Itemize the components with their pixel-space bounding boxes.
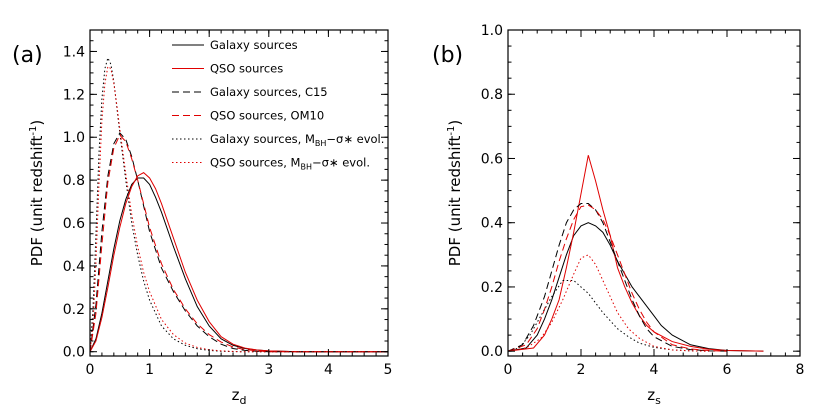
y-axis-title-main: PDF (unit redshift	[28, 135, 46, 266]
y-tick-label: 0.4	[481, 216, 503, 232]
legend-label-1: QSO sources	[210, 62, 283, 76]
chart-panel-b: 0 2 4 6 8 0.0 0.2 0.4 0.6 0.8 1.0 zs PDF (unit redsh…	[432, 23, 804, 407]
x-tick-label: 4	[324, 362, 333, 378]
y-tick-label: 0.0	[63, 345, 85, 361]
series-line-0	[90, 177, 388, 353]
x-tick-label: 0	[86, 362, 95, 378]
x-tick-label: 6	[723, 362, 732, 378]
x-tick-label: 4	[650, 362, 659, 378]
series-line-2	[508, 202, 728, 352]
legend-label-main: QSO sources	[210, 62, 283, 76]
series-group	[508, 155, 764, 352]
panel-label: (b)	[432, 43, 463, 68]
legend-label-sub: BH	[300, 163, 312, 172]
series-line-3	[90, 134, 388, 353]
x-axis-title-main: z	[647, 386, 655, 404]
x-tick-label: 2	[577, 362, 586, 378]
panel-label: (a)	[12, 43, 43, 68]
series-line-1	[508, 155, 764, 352]
legend-label-main: Galaxy sources, C15	[210, 85, 328, 99]
y-tick-label: 0.0	[481, 344, 503, 360]
legend: Galaxy sources QSO sources Galaxy sources,…	[172, 38, 384, 172]
series-line-5	[90, 65, 388, 353]
legend-label-0: Galaxy sources	[210, 38, 298, 52]
y-axis-title-sup: -1	[446, 126, 457, 136]
series-line-5	[508, 254, 709, 352]
y-tick-label: 0.2	[63, 302, 85, 318]
legend-label-5: QSO sources, MBH−σ∗ evol.	[210, 156, 370, 172]
y-tick-label: 0.2	[481, 280, 503, 296]
plot-frame	[507, 29, 801, 357]
legend-label-tail: −σ∗ evol.	[326, 132, 384, 146]
x-tick-label: 0	[504, 362, 513, 378]
x-axis-title-sub: d	[239, 394, 246, 407]
y-tick-label: 1.0	[63, 130, 85, 146]
y-tick-label: 0.8	[481, 87, 503, 103]
plot-frame	[89, 29, 389, 357]
x-axis-title: zd	[232, 386, 247, 407]
series-group	[90, 56, 388, 353]
y-axis-title-tail: )	[28, 120, 46, 126]
x-tick-label: 3	[264, 362, 273, 378]
y-tick-label: 0.4	[63, 259, 85, 275]
y-tick-label: 0.8	[63, 173, 85, 189]
x-axis-title: zs	[647, 386, 661, 407]
y-axis-title-main: PDF (unit redshift	[446, 135, 464, 266]
x-tick-label: 5	[384, 362, 393, 378]
x-axis-title-main: z	[232, 386, 240, 404]
chart-panel-a: 0 1 2 3 4 5 0.0 0.2 0.4 0.6 0.8 1.0 1.2 1.4 zd PDF (uni…	[12, 29, 393, 407]
series-line-0	[508, 222, 764, 352]
legend-label-3: QSO sources, OM10	[210, 109, 324, 123]
y-tick-label: 1.4	[63, 44, 85, 60]
y-axis-title-sup: -1	[28, 126, 39, 136]
y-tick-label: 1.2	[63, 87, 85, 103]
x-tick-label: 2	[205, 362, 214, 378]
legend-label-2: Galaxy sources, C15	[210, 85, 328, 99]
legend-label-main: QSO sources, OM10	[210, 109, 324, 123]
legend-label-sub: BH	[315, 139, 327, 148]
x-axis-title-sub: s	[655, 394, 661, 407]
series-line-4	[90, 56, 388, 353]
legend-label-main: Galaxy sources	[210, 38, 298, 52]
legend-label-main: Galaxy sources, M	[210, 132, 315, 146]
y-axis-title: PDF (unit redshift-1)	[446, 120, 464, 267]
legend-label-main: QSO sources, M	[210, 156, 300, 170]
y-tick-label: 1.0	[481, 23, 503, 39]
y-axis-title: PDF (unit redshift-1)	[28, 120, 46, 267]
series-line-1	[90, 172, 388, 353]
x-tick-label: 1	[145, 362, 154, 378]
legend-label-4: Galaxy sources, MBH−σ∗ evol.	[210, 132, 384, 148]
x-tick-label: 8	[796, 362, 805, 378]
y-tick-label: 0.6	[63, 216, 85, 232]
series-line-2	[90, 132, 388, 353]
legend-label-tail: −σ∗ evol.	[312, 156, 370, 170]
y-axis-title-tail: )	[446, 120, 464, 126]
y-tick-label: 0.6	[481, 151, 503, 167]
